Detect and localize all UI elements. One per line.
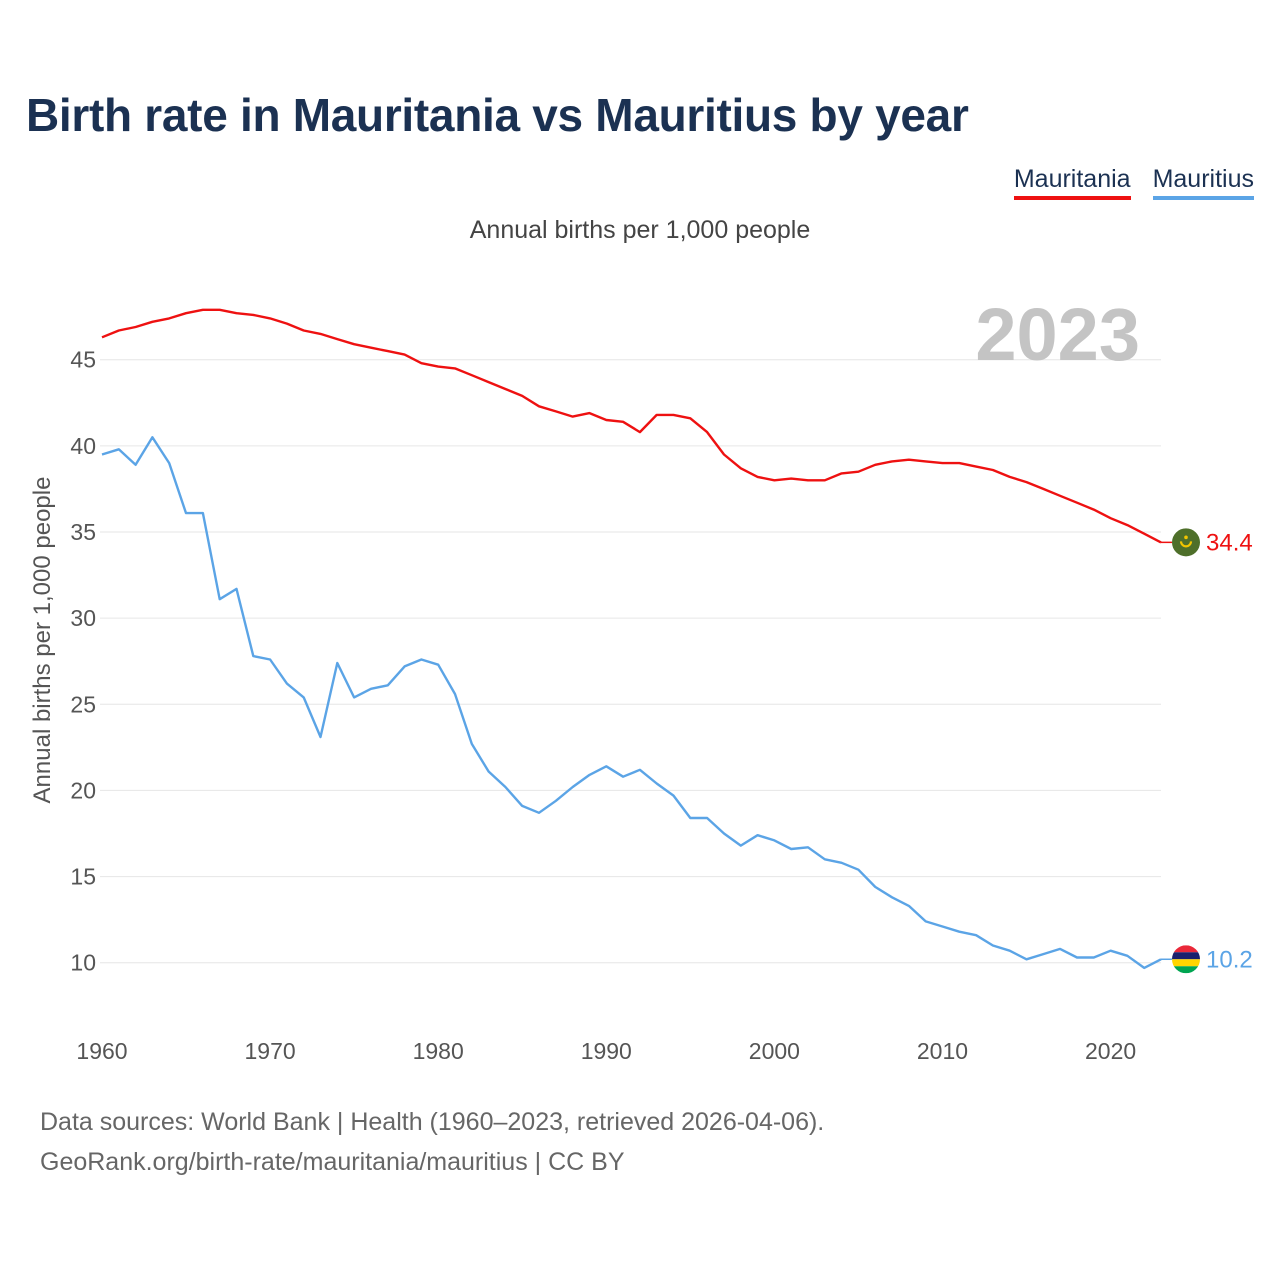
x-tick-label: 1990 (581, 1038, 632, 1064)
y-tick-label: 30 (70, 605, 96, 631)
y-tick-label: 40 (70, 433, 96, 459)
x-tick-label: 2020 (1085, 1038, 1136, 1064)
source-note: Data sources: World Bank | Health (1960–… (40, 1108, 825, 1136)
end-label-mauritius: 10.2 (1206, 946, 1253, 973)
footer: Data sources: World Bank | Health (1960–… (40, 1102, 824, 1182)
x-tick-label: 1980 (413, 1038, 464, 1064)
y-axis-label: Annual births per 1,000 people (29, 477, 56, 804)
legend-item-mauritania[interactable]: Mauritania (1013, 164, 1131, 200)
x-tick-label: 2010 (917, 1038, 968, 1064)
y-tick-label: 25 (70, 691, 96, 717)
x-tick-label: 1970 (245, 1038, 296, 1064)
flag-mauritania-icon (1172, 528, 1200, 557)
y-tick-label: 10 (70, 950, 96, 976)
y-tick-label: 45 (70, 347, 96, 373)
y-tick-label: 20 (70, 777, 96, 803)
series-line-mauritius[interactable] (101, 436, 1162, 970)
legend: Mauritania Mauritius (1013, 164, 1254, 200)
end-label-mauritania: 34.4 (1206, 529, 1253, 556)
line-chart: 10 15 20 25 30 35 40 45 1960 1970 1980 1990 2000 2010… (29, 293, 1253, 1064)
year-watermark: 2023 (975, 293, 1140, 376)
x-tick-label: 2000 (749, 1038, 800, 1064)
chart-title: Birth rate in Mauritania vs Mauritius by… (26, 89, 969, 141)
legend-item-mauritius[interactable]: Mauritius (1152, 164, 1254, 200)
series-line-mauritania[interactable] (101, 308, 1162, 544)
y-tick-label: 15 (70, 864, 96, 890)
x-tick-label: 1960 (76, 1038, 127, 1064)
source-url[interactable]: GeoRank.org/birth-rate/mauritania/maurit… (40, 1148, 625, 1176)
flag-mauritius-icon (1172, 945, 1200, 974)
chart-subtitle: Annual births per 1,000 people (469, 216, 811, 244)
y-tick-label: 35 (70, 519, 96, 545)
